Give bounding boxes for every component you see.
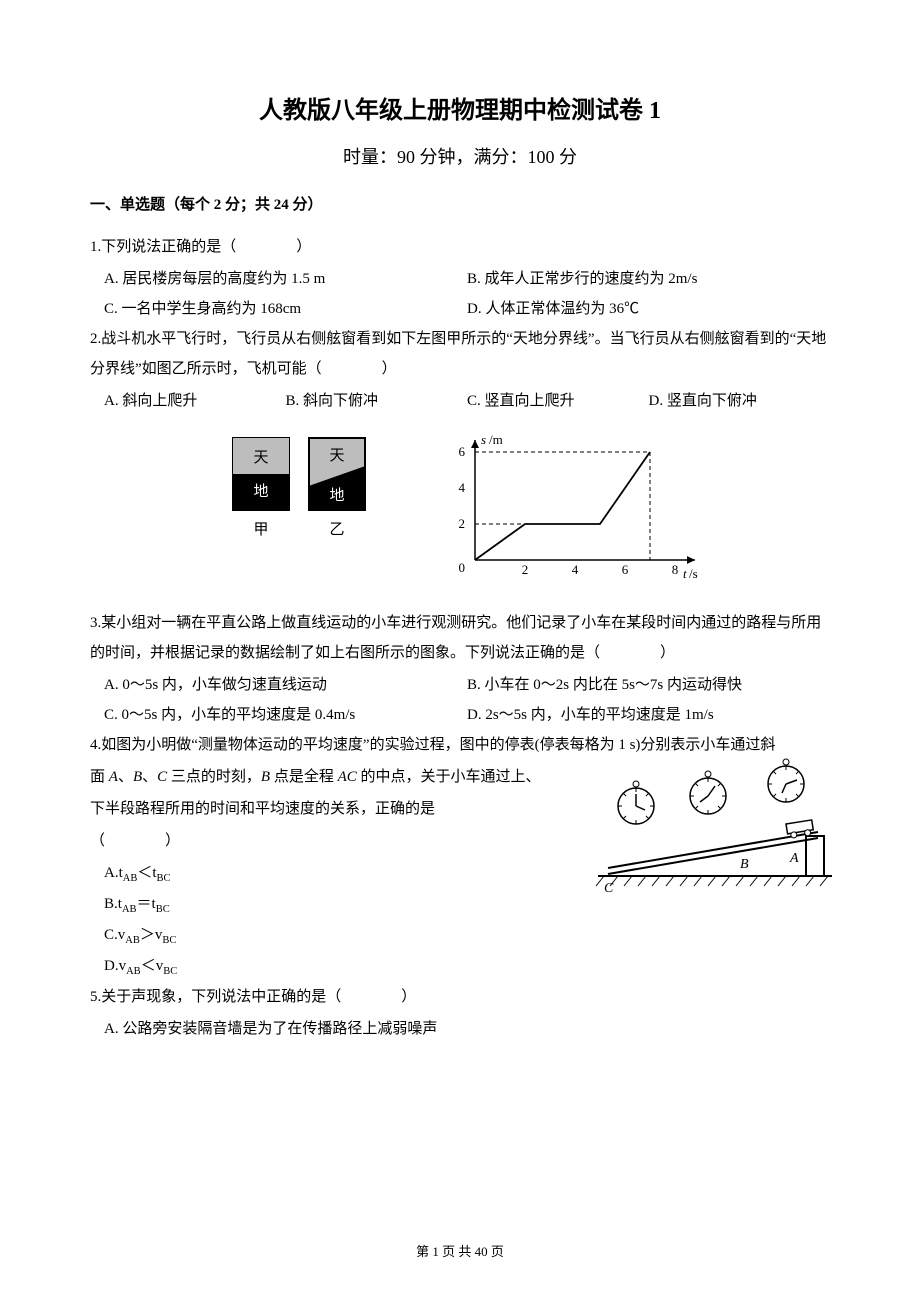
svg-text:6: 6 [622, 562, 629, 577]
page-subtitle: 时量：90 分钟，满分：100 分 [90, 143, 830, 169]
svg-text:t: t [683, 566, 687, 580]
q3-opt-d: D. 2s～5s 内，小车的平均速度是 1m/s [467, 700, 830, 730]
q4-stem-line1: 4.如图为小明做“测量物体运动的平均速度”的实验过程，图中的停表(停表每格为 1… [90, 730, 830, 760]
svg-text:天: 天 [253, 450, 268, 466]
q3-stem: 3.某小组对一辆在平直公路上做直线运动的小车进行观测研究。他们记录了小车在某段时… [90, 608, 830, 668]
q4-opt-c: C.vAB＞vBC [90, 920, 830, 951]
svg-text:乙: 乙 [329, 522, 344, 538]
page-footer: 第 1 页 共 40 页 [0, 1241, 920, 1260]
q1-opt-a: A. 居民楼房每层的高度约为 1.5 m [104, 264, 467, 294]
svg-text:天: 天 [329, 448, 344, 464]
svg-text:8: 8 [672, 562, 679, 577]
q1-opt-b: B. 成年人正常步行的速度约为 2m/s [467, 264, 830, 294]
q2-opt-a: A. 斜向上爬升 [104, 386, 286, 416]
svg-text:地: 地 [329, 487, 344, 504]
svg-text:2: 2 [459, 516, 466, 531]
section-heading: 一、单选题（每个 2 分；共 24 分） [90, 193, 830, 214]
q2-opt-c: C. 竖直向上爬升 [467, 386, 649, 416]
q2-fig-left: 天 地 甲 天 地 乙 [215, 430, 385, 550]
svg-text:s: s [481, 432, 486, 447]
svg-text:/m: /m [489, 432, 503, 447]
q2-opt-d: D. 竖直向下俯冲 [649, 386, 831, 416]
svg-text:A: A [789, 851, 799, 866]
q3-opt-a: A. 0～5s 内，小车做匀速直线运动 [104, 670, 467, 700]
svg-text:4: 4 [459, 480, 466, 495]
q5-opt-a: A. 公路旁安装隔音墙是为了在传播路径上减弱噪声 [90, 1014, 830, 1044]
q2-opt-b: B. 斜向下俯冲 [286, 386, 468, 416]
page-title: 人教版八年级上册物理期中检测试卷 1 [90, 90, 830, 125]
svg-text:B: B [740, 857, 749, 872]
svg-text:C: C [604, 881, 614, 896]
q2-stem: 2.战斗机水平飞行时，飞行员从右侧舷窗看到如下左图甲所示的“天地分界线”。当飞行… [90, 324, 830, 384]
svg-text:地: 地 [253, 483, 268, 500]
svg-text:甲: 甲 [253, 522, 268, 538]
svg-text:6: 6 [459, 444, 466, 459]
q1-opt-d: D. 人体正常体温约为 36℃ [467, 294, 830, 324]
q4-opt-d: D.vAB＜vBC [90, 951, 830, 982]
q1-stem: 1.下列说法正确的是（ ） [90, 232, 830, 262]
q3-opt-b: B. 小车在 0～2s 内比在 5s～7s 内运动得快 [467, 670, 830, 700]
svg-text:0: 0 [459, 560, 466, 575]
q2-fig-right: 2 4 6 2 4 6 8 0 s /m t /s [445, 430, 705, 580]
q1-opt-c: C. 一名中学生身高约为 168cm [104, 294, 467, 324]
q4-fig: A B C [590, 758, 840, 898]
svg-text:4: 4 [572, 562, 579, 577]
svg-text:/s: /s [689, 566, 698, 580]
q3-opt-c: C. 0～5s 内，小车的平均速度是 0.4m/s [104, 700, 467, 730]
q5-stem: 5.关于声现象，下列说法中正确的是（ ） [90, 982, 830, 1012]
svg-text:2: 2 [522, 562, 529, 577]
